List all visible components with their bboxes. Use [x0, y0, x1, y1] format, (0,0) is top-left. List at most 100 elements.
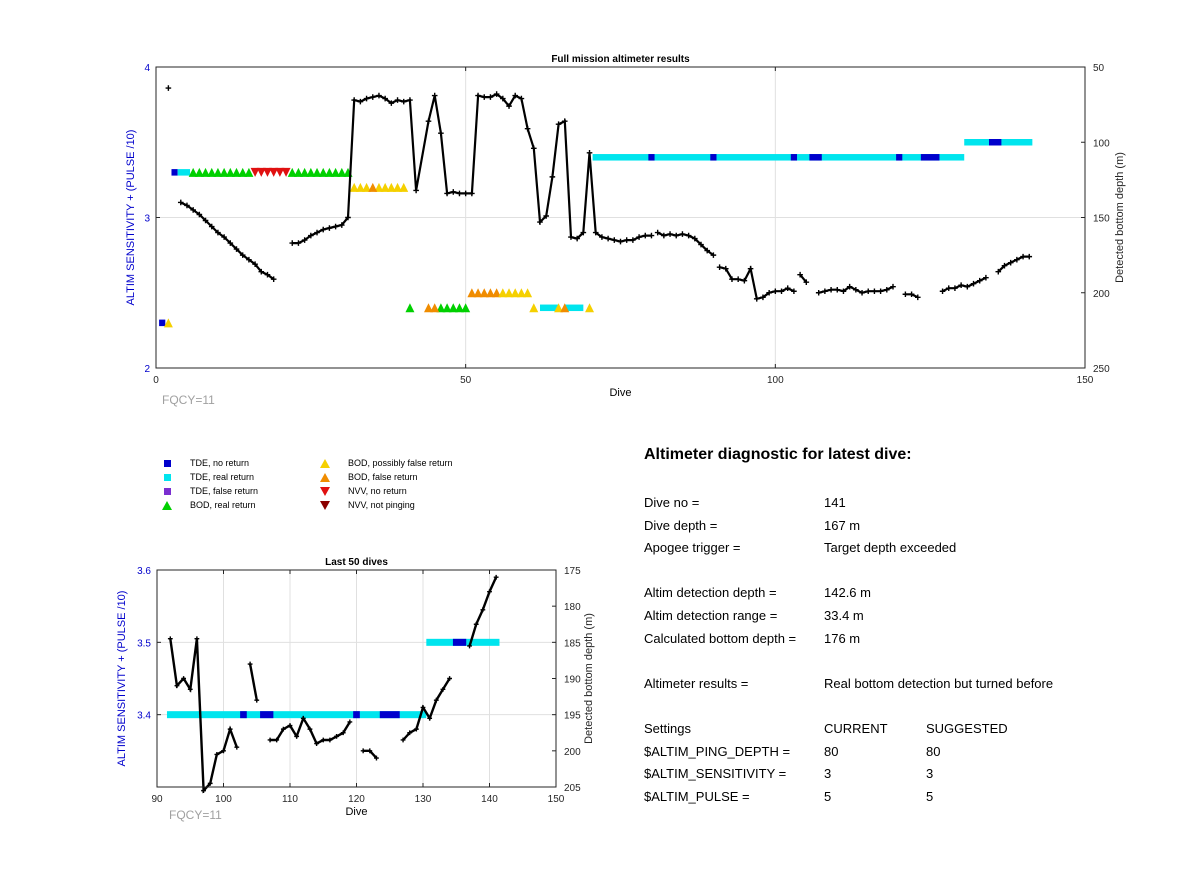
bod-marker — [324, 167, 334, 177]
depth-point — [450, 189, 457, 195]
bod-marker — [207, 167, 217, 177]
x-tick-label: 110 — [282, 794, 298, 805]
bod-marker — [312, 167, 322, 177]
depth-point — [456, 190, 463, 197]
tde-band — [166, 711, 427, 719]
fqcy-annotation: FQCY=11 — [169, 808, 222, 822]
depth-point — [177, 199, 184, 206]
settings-label: $ALTIM_PULSE = — [644, 788, 750, 804]
depth-point — [394, 97, 401, 103]
depth-point — [167, 636, 173, 642]
bod-marker — [399, 182, 409, 192]
depth-point — [735, 276, 741, 283]
depth-point — [605, 235, 611, 242]
legend-marker-icon — [318, 458, 332, 468]
y-right-tick-label: 195 — [564, 711, 581, 722]
tde-band — [564, 304, 584, 312]
depth-point — [840, 288, 847, 295]
tde-band — [260, 711, 274, 719]
y-left-tick-label: 2 — [144, 364, 150, 375]
depth-point — [294, 733, 300, 739]
depth-point — [661, 232, 667, 239]
depth-point — [908, 291, 915, 298]
y-right-axis-label: Detected bottom depth (m) — [1114, 152, 1126, 283]
bod-marker — [225, 167, 235, 177]
depth-point — [207, 780, 213, 786]
nvv-marker — [281, 167, 291, 177]
altimeter-diagnostic-panel: Altimeter diagnostic for latest dive: Di… — [644, 446, 1164, 808]
nvv-marker — [269, 167, 279, 177]
x-tick-label: 140 — [481, 794, 498, 805]
depth-point — [543, 213, 549, 219]
diagnostic-label: Altim detection range = — [644, 607, 778, 623]
depth-point — [345, 214, 351, 221]
depth-point — [363, 95, 370, 102]
bod-marker — [232, 167, 242, 177]
diagnostic-row: Calculated bottom depth = 176 m — [644, 628, 1164, 651]
depth-line — [180, 201, 275, 281]
depth-point — [413, 726, 419, 732]
depth-point — [592, 229, 599, 236]
bod-marker — [374, 182, 384, 192]
bod-marker — [498, 288, 508, 298]
chart-legend: TDE, no return TDE, real return TDE, false… — [160, 458, 580, 518]
depth-point — [475, 92, 481, 99]
depth-point — [351, 97, 357, 103]
legend-entry: TDE, real return — [160, 472, 254, 482]
y-right-tick-label: 200 — [1093, 289, 1110, 300]
depth-point — [254, 697, 260, 703]
y-right-tick-label: 180 — [564, 602, 581, 613]
bod-marker — [188, 167, 198, 177]
y-right-tick-label: 185 — [564, 638, 581, 649]
depth-point — [334, 733, 339, 739]
bod-marker — [516, 288, 526, 298]
depth-point — [537, 219, 543, 225]
depth-point — [367, 748, 373, 754]
legend-entry: NVV, no return — [318, 486, 407, 496]
y-left-axis-label: ALTIM SENSITIVITY + (PULSE /10) — [116, 591, 128, 767]
bod-marker — [306, 167, 316, 177]
legend-label: BOD, false return — [348, 472, 418, 482]
depth-point — [420, 705, 426, 710]
x-tick-label: 50 — [460, 375, 472, 386]
y-right-tick-label: 175 — [564, 566, 581, 577]
depth-point — [1007, 259, 1014, 266]
bod-marker — [529, 303, 539, 313]
depth-point — [747, 265, 754, 272]
depth-point — [347, 719, 353, 725]
bod-marker — [337, 167, 347, 177]
x-tick-label: 90 — [151, 794, 163, 805]
depth-point — [400, 737, 406, 743]
y-left-axis-label: ALTIM SENSITIVITY + (PULSE /10) — [125, 130, 137, 306]
x-tick-label: 100 — [767, 375, 784, 386]
diagnostic-row — [644, 695, 1164, 718]
depth-point — [467, 643, 472, 649]
depth-point — [692, 235, 698, 242]
legend-entry: BOD, possibly false return — [318, 458, 453, 468]
legend-entry: BOD, real return — [160, 500, 256, 510]
depth-point — [427, 715, 433, 721]
depth-point — [561, 118, 568, 124]
bod-marker — [318, 167, 328, 177]
depth-point — [201, 788, 206, 794]
diagnostic-label: Altimeter results = — [644, 675, 749, 691]
depth-point — [190, 207, 196, 213]
depth-line — [719, 265, 795, 301]
depth-point — [270, 276, 277, 283]
settings-current: 5 — [824, 788, 832, 804]
y-left-tick-label: 3.6 — [137, 566, 151, 577]
depth-point — [741, 277, 748, 284]
depth-point — [890, 283, 896, 290]
depth-point — [258, 268, 265, 275]
depth-point — [871, 288, 878, 295]
bod-marker — [355, 182, 365, 192]
tde-band — [159, 319, 166, 327]
depth-point — [611, 237, 618, 243]
legend-label: BOD, real return — [190, 500, 256, 510]
legend-label: TDE, real return — [190, 472, 255, 482]
bod-marker — [461, 303, 471, 313]
depth-point — [407, 97, 413, 103]
bod-marker — [479, 288, 489, 298]
depth-point — [716, 264, 723, 270]
depth-point — [234, 744, 240, 750]
